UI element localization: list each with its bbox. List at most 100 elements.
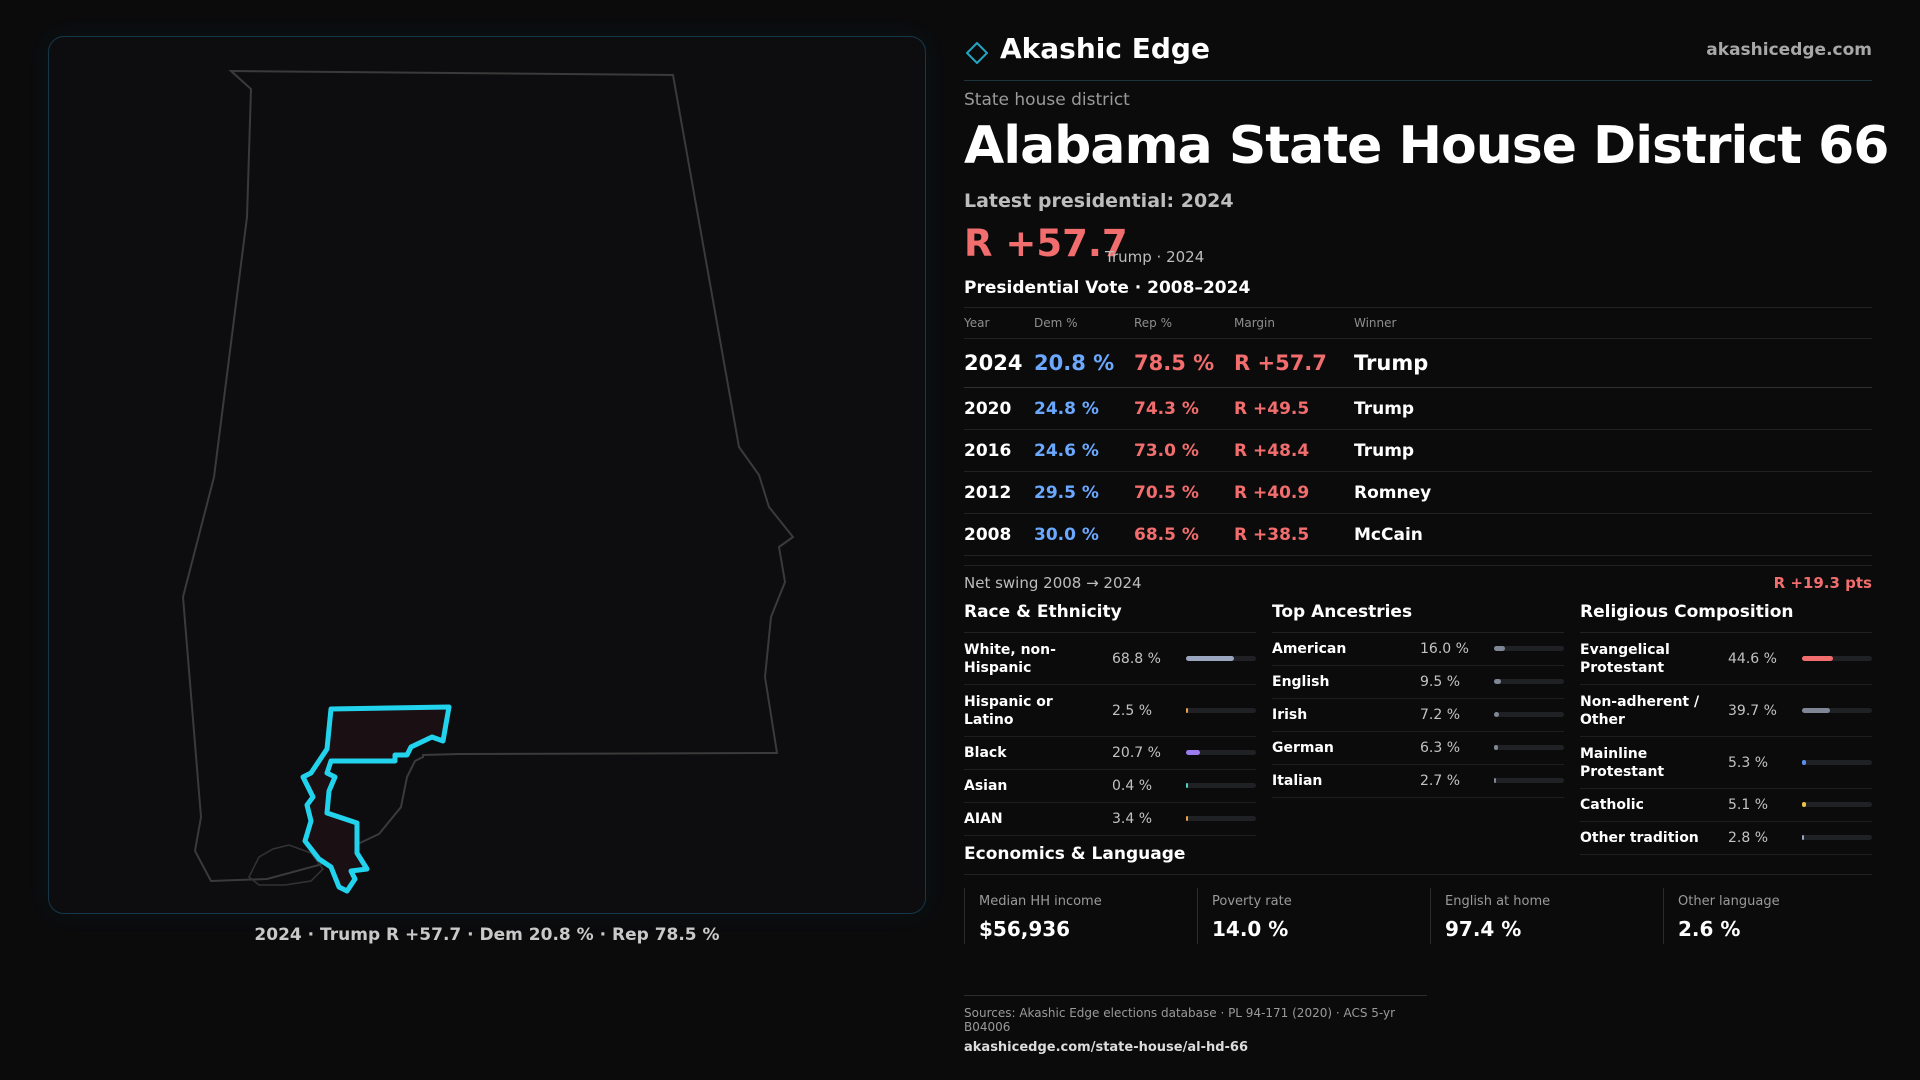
bar-track: [1186, 750, 1256, 755]
district-type: State house district: [964, 90, 1130, 110]
item-label: Italian: [1272, 773, 1323, 789]
bar-fill: [1186, 708, 1188, 713]
item-label: Black: [964, 745, 1007, 761]
district-66-shape: [300, 704, 452, 894]
state-map: [181, 69, 795, 894]
item-label: AIAN: [964, 811, 1003, 827]
item-label: Hispanic or Latino: [964, 693, 1053, 728]
margin-subtitle: Trump · 2024: [1105, 248, 1205, 266]
site-link[interactable]: akashicedge.com: [1706, 40, 1872, 60]
list-item: Other tradition 2.8 %: [1580, 822, 1872, 855]
bar-fill: [1802, 656, 1834, 661]
row-year: 2012: [964, 482, 1012, 503]
list-item: English 9.5 %: [1272, 666, 1564, 699]
row-margin: R +40.9: [1234, 482, 1310, 503]
list-item: American 16.0 %: [1272, 633, 1564, 666]
bar-fill: [1802, 802, 1806, 807]
row-rep: 78.5 %: [1134, 351, 1215, 375]
bar-fill: [1802, 760, 1806, 765]
row-dem: 24.6 %: [1034, 440, 1099, 461]
bar-track: [1494, 679, 1564, 684]
row-year: 2008: [964, 524, 1012, 545]
stat-median-income: Median HH income $56,936: [964, 888, 1184, 944]
row-dem: 29.5 %: [1034, 482, 1099, 503]
item-value: 16.0 %: [1420, 641, 1469, 657]
vote-table: Year Dem % Rep % Margin Winner 2024 20.8…: [964, 307, 1872, 556]
bar-fill: [1186, 816, 1189, 821]
list-item: Mainline Protestant 5.3 %: [1580, 737, 1872, 789]
stat-label: Median HH income: [979, 894, 1102, 909]
list-item: Asian 0.4 %: [964, 770, 1256, 803]
list-item: AIAN 3.4 %: [964, 803, 1256, 836]
item-label: Evangelical Protestant: [1580, 641, 1670, 676]
item-value: 68.8 %: [1112, 650, 1161, 667]
stat-value: 14.0 %: [1212, 917, 1289, 941]
bar-track: [1494, 646, 1564, 651]
bar-fill: [1802, 708, 1830, 713]
item-value: 2.8 %: [1728, 830, 1769, 846]
stat-label: English at home: [1445, 894, 1551, 909]
bar-track: [1186, 816, 1256, 821]
col-margin: Margin: [1234, 316, 1275, 330]
row-winner: Romney: [1354, 482, 1432, 503]
bar-track: [1802, 760, 1872, 765]
net-swing: Net swing 2008 → 2024 R +19.3 pts: [964, 565, 1872, 598]
bar-track: [1186, 708, 1256, 713]
list-item: Black 20.7 %: [964, 737, 1256, 770]
item-label: Catholic: [1580, 797, 1644, 813]
margin-value: R +57.7: [964, 222, 1128, 265]
brand-name: Akashic Edge: [1000, 32, 1210, 65]
map-caption: 2024 · Trump R +57.7 · Dem 20.8 % · Rep …: [254, 925, 720, 945]
table-row: 2016 24.6 % 73.0 % R +48.4 Trump: [964, 430, 1872, 472]
item-label: White, non-Hispanic: [964, 641, 1056, 676]
row-winner: McCain: [1354, 524, 1423, 545]
row-year: 2024: [964, 351, 1023, 375]
row-winner: Trump: [1354, 440, 1415, 461]
religion-rows: Evangelical Protestant 44.6 % Non-adherent…: [1580, 633, 1872, 855]
item-label: English: [1272, 674, 1330, 690]
map-panel: [48, 36, 926, 914]
list-item: White, non-Hispanic 68.8 %: [964, 633, 1256, 685]
item-value: 5.3 %: [1728, 754, 1769, 771]
item-label: Mainline Protestant: [1580, 745, 1665, 780]
sources-text: Sources: Akashic Edge elections database…: [964, 1006, 1396, 1034]
row-dem: 30.0 %: [1034, 524, 1099, 545]
item-value: 39.7 %: [1728, 702, 1777, 719]
ancestry-rows: American 16.0 % English 9.5 % Irish 7.2 % Germ…: [1272, 633, 1564, 798]
permalink[interactable]: akashicedge.com/state-house/al-hd-66: [964, 1040, 1249, 1055]
latest-presidential-label: Latest presidential: 2024: [964, 190, 1234, 212]
row-dem: 20.8 %: [1034, 351, 1115, 375]
col-winner: Winner: [1354, 316, 1397, 330]
item-value: 2.5 %: [1112, 702, 1153, 719]
item-label: Irish: [1272, 707, 1308, 723]
bar-fill: [1494, 646, 1506, 651]
stat-value: $56,936: [979, 917, 1071, 941]
col-rep: Rep %: [1134, 316, 1173, 330]
row-year: 2016: [964, 440, 1012, 461]
bar-track: [1186, 783, 1256, 788]
footer: Sources: Akashic Edge elections database…: [964, 995, 1427, 1055]
row-winner: Trump: [1354, 351, 1429, 375]
diamond-icon: [966, 42, 988, 64]
item-value: 6.3 %: [1420, 740, 1461, 756]
stat-value: 97.4 %: [1445, 917, 1522, 941]
item-value: 20.7 %: [1112, 745, 1161, 761]
bar-fill: [1494, 712, 1500, 717]
bar-track: [1186, 656, 1256, 661]
race-ethnicity-section: Race & Ethnicity White, non-Hispanic 68.8…: [964, 602, 1256, 836]
item-label: American: [1272, 641, 1347, 657]
row-margin: R +57.7: [1234, 351, 1327, 375]
item-value: 5.1 %: [1728, 797, 1769, 813]
item-value: 7.2 %: [1420, 707, 1461, 723]
bar-fill: [1802, 835, 1804, 840]
section-title: Race & Ethnicity: [964, 602, 1256, 633]
item-value: 2.7 %: [1420, 773, 1461, 789]
section-title: Religious Composition: [1580, 602, 1872, 633]
item-value: 0.4 %: [1112, 778, 1153, 794]
bar-fill: [1186, 783, 1188, 788]
row-rep: 70.5 %: [1134, 482, 1199, 503]
bar-fill: [1494, 778, 1496, 783]
stat-poverty-rate: Poverty rate 14.0 %: [1197, 888, 1417, 944]
ancestries-section: Top Ancestries American 16.0 % English 9.5 …: [1272, 602, 1564, 798]
list-item: Irish 7.2 %: [1272, 699, 1564, 732]
